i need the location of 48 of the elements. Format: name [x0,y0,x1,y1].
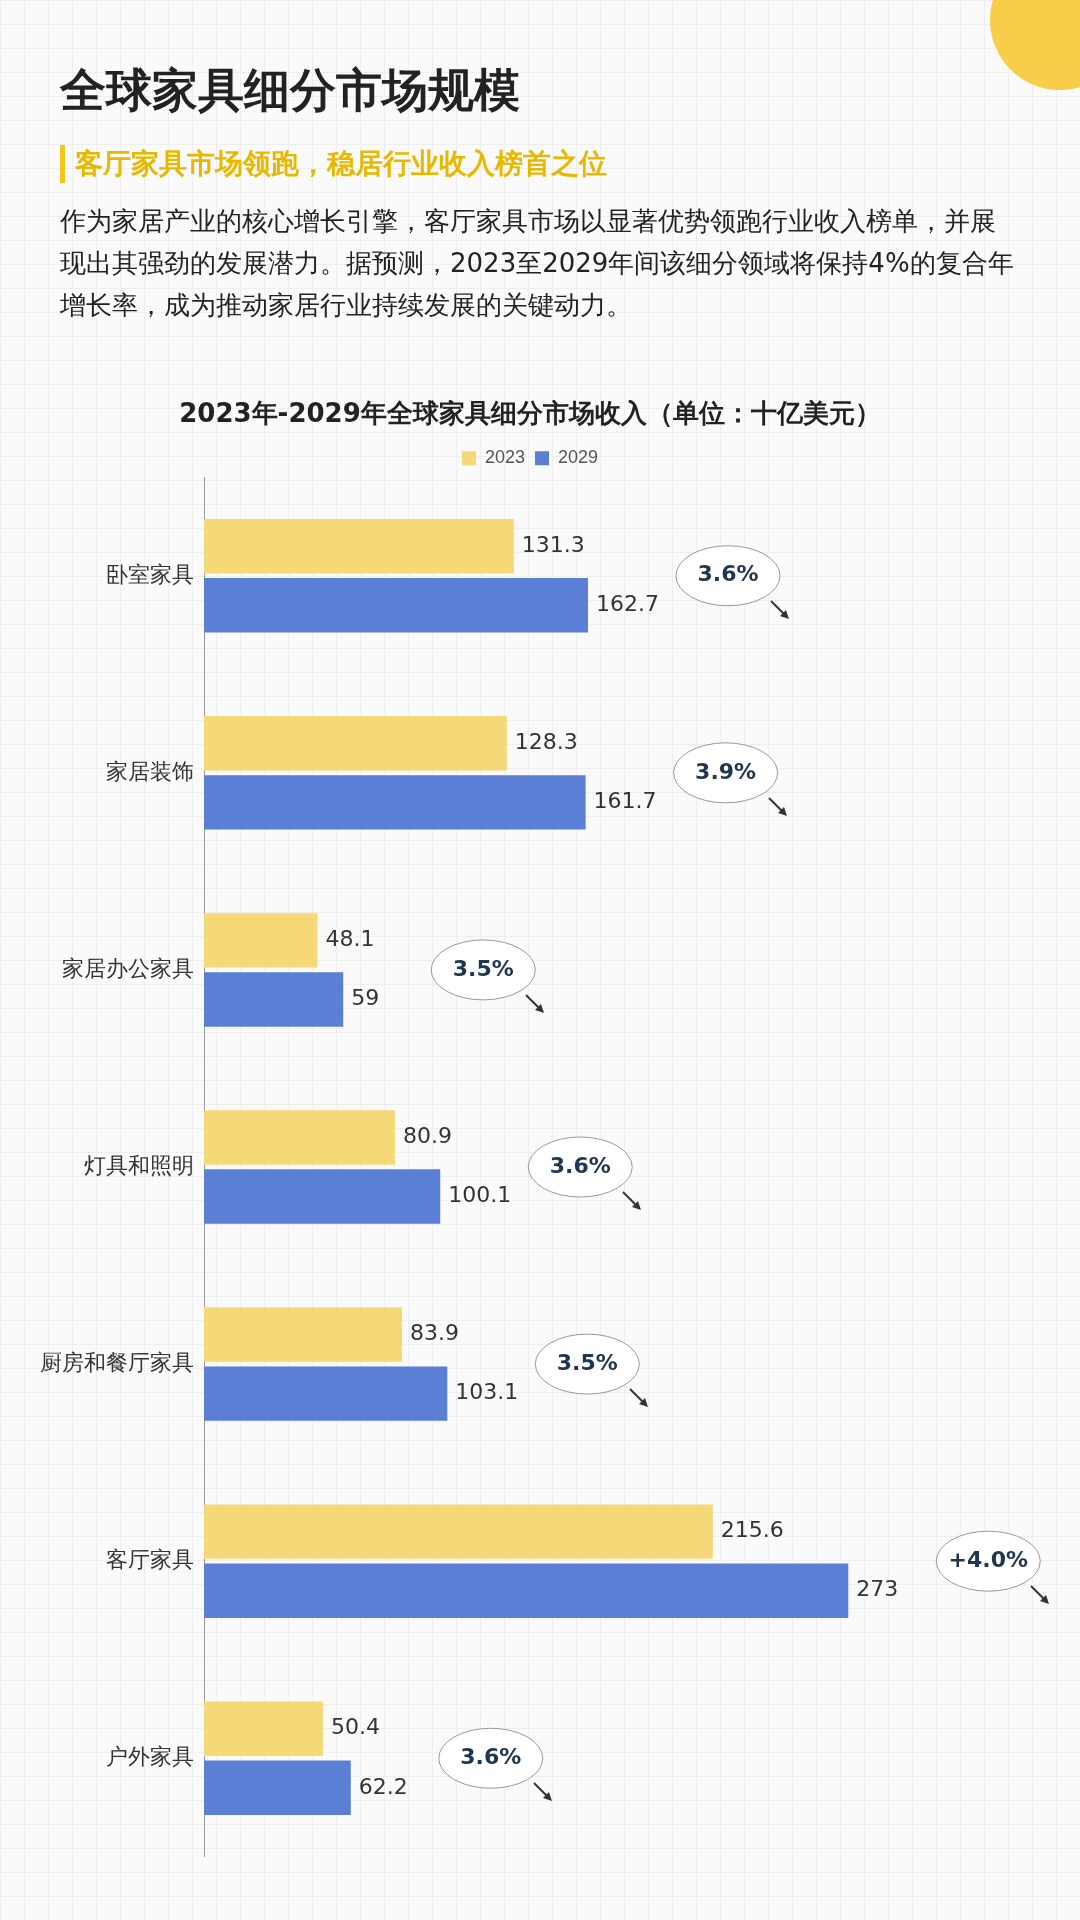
text: 全球家具细分市场规模 [60,62,520,119]
bar [204,972,344,1027]
y-tick-label: 厨房和餐厅家具 [40,1350,194,1376]
y-tick-label: 灯具和照明 [84,1153,194,1179]
bar [204,1307,402,1362]
annotation: 3.6% [460,1743,522,1769]
bar [204,518,514,574]
data-label: 215.6 [720,1517,784,1543]
annotation: 3.5% [452,955,514,981]
data-label: 273 [856,1576,899,1602]
chart-title: 2023年-2029年全球家具细分市场收入（单位：十亿美元） [179,398,881,429]
data-label: 128.3 [514,728,578,754]
bar [204,1563,849,1618]
bar [204,716,507,771]
y-tick-label: 客厅家具 [106,1547,194,1573]
bar [204,913,318,968]
bar [204,1760,351,1816]
data-label: 48.1 [325,926,375,952]
data-label: 62.2 [358,1773,408,1799]
data-label: 161.7 [593,788,657,814]
y-tick-label: 家居装饰 [106,758,194,784]
data-label: 50.4 [330,1714,380,1740]
bar [204,1701,323,1756]
bar [204,1110,395,1165]
data-label: 80.9 [402,1123,452,1149]
bar [204,578,588,633]
y-tick-label: 户外家具 [106,1744,194,1770]
y-tick-label: 家居办公家具 [62,955,194,981]
legend-label: 2029 [558,447,599,468]
text: 客厅家具市场领跑，稳居行业收入榜首之位 [60,145,607,183]
bar [204,1366,448,1421]
annotation: 3.6% [697,561,759,587]
bar [204,1169,441,1224]
text: 作为家居产业的核心增长引擎，客厅家具市场以显著优势领跑行业收入榜单，并展现出其强劲的发展潜力。据预测，2023至2029年间该细分领域将保持4%的复合年增长率，成为推动家居行业持续发展的关键动力。 [60,205,1015,322]
data-label: 131.3 [521,531,585,557]
bar [204,1504,713,1559]
data-label: 100.1 [448,1182,512,1208]
data-label: 83.9 [410,1320,459,1346]
legend-label: 2023 [484,447,525,468]
annotation: 3.9% [695,758,757,784]
data-label: 162.7 [595,591,659,617]
text: +4.0% [948,1546,1029,1572]
data-label: 103.1 [455,1379,519,1405]
annotation: 3.6% [549,1152,611,1178]
bar [204,775,586,830]
annotation: 3.5% [556,1349,618,1375]
data-label: 59 [351,985,380,1011]
y-tick-label: 卧室家具 [106,561,194,587]
